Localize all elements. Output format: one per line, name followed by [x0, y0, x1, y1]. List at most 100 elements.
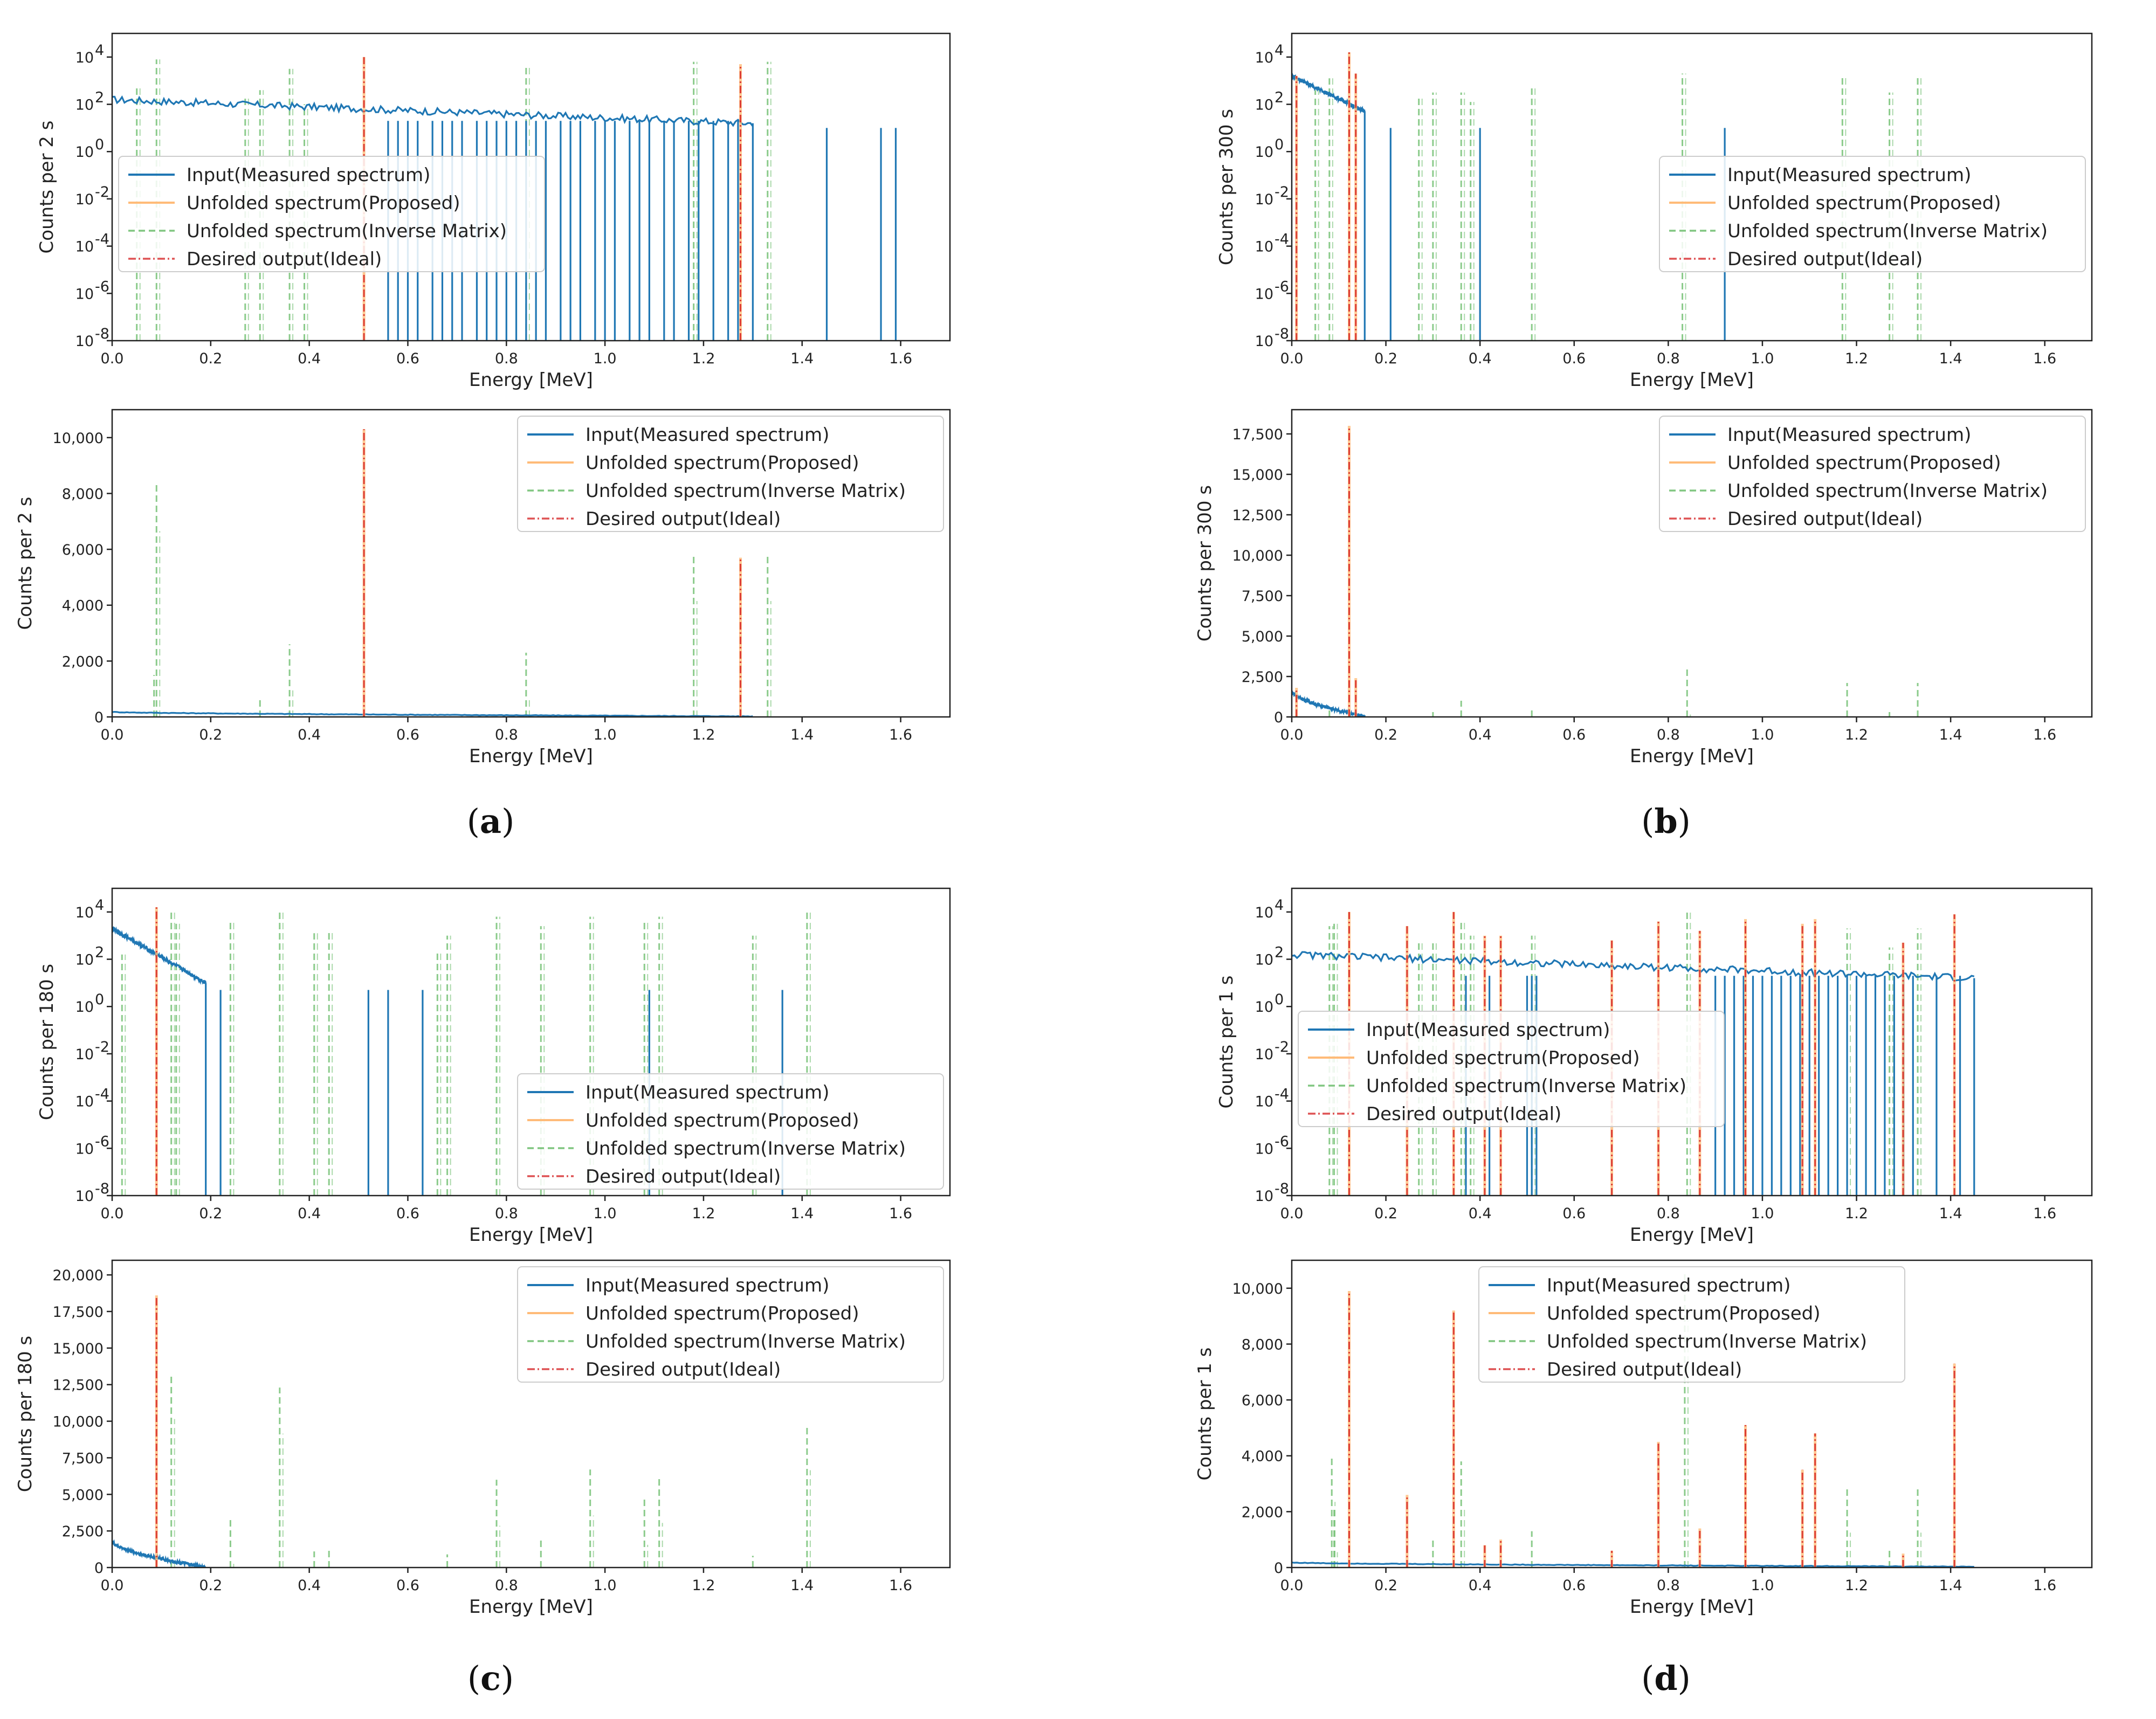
- legend-inverse-label: Unfolded spectrum(Inverse Matrix): [1366, 1075, 1686, 1097]
- chart-a-lin: 0.0 0.2 0.4 0.6 0.8 1.0 1.2 1.4 1.6 0 2,000 4,000 6,…: [15, 409, 951, 767]
- x-tick-label: 0.2: [199, 1205, 222, 1222]
- x-tick-label: 1.2: [692, 350, 715, 367]
- y-tick-label: 10: [75, 1141, 94, 1157]
- legend-inverse-label: Unfolded spectrum(Inverse Matrix): [586, 1331, 906, 1352]
- y-tick-label: 10: [75, 333, 94, 350]
- x-tick-label: 1.0: [594, 350, 617, 367]
- y-tick-exponent: 4: [95, 897, 104, 914]
- x-tick-label: 1.2: [692, 1577, 715, 1594]
- x-tick-label: 1.4: [790, 1577, 814, 1594]
- legend: Input(Measured spectrum) Unfolded spectru…: [1298, 1011, 1725, 1127]
- legend-input-label: Input(Measured spectrum): [586, 1275, 829, 1296]
- y-tick-label: 10: [1255, 1094, 1273, 1110]
- x-tick-label: 1.4: [1939, 1577, 1962, 1594]
- y-tick-exponent: 0: [95, 991, 104, 1008]
- legend-box: [1478, 1266, 1905, 1383]
- y-tick-label: 10: [1255, 1046, 1273, 1063]
- x-tick-label: 0.2: [1374, 727, 1397, 743]
- y-tick-exponent: 2: [95, 89, 104, 106]
- x-tick-label: 0.4: [298, 1577, 321, 1594]
- x-tick-label: 1.4: [1939, 1205, 1962, 1222]
- y-tick-exponent: -4: [1275, 1086, 1289, 1103]
- input-line: [1292, 951, 1975, 982]
- axes-frame: [1291, 32, 2093, 342]
- x-axis-label: Energy [MeV]: [469, 369, 593, 391]
- legend-ideal-label: Desired output(Ideal): [1547, 1359, 1742, 1380]
- y-tick-exponent: -4: [1275, 231, 1289, 248]
- y-tick-label: 10: [1255, 999, 1273, 1016]
- y-tick-label: 10: [75, 144, 94, 161]
- y-tick-exponent: -6: [1275, 1133, 1289, 1150]
- panel-label-a: (a): [467, 802, 515, 841]
- x-tick-label: 0.6: [396, 1205, 419, 1222]
- x-tick-label: 0.8: [1657, 1577, 1680, 1594]
- y-tick-label: 10: [1255, 1188, 1273, 1205]
- y-tick-label: 2,500: [1242, 669, 1283, 686]
- x-tick-label: 0.4: [1469, 1205, 1492, 1222]
- y-tick-label: 17,500: [1232, 426, 1283, 443]
- x-tick-label: 0.6: [1562, 727, 1586, 743]
- legend-inverse-label: Unfolded spectrum(Inverse Matrix): [187, 220, 507, 242]
- legend-ideal-label: Desired output(Ideal): [1366, 1103, 1561, 1125]
- x-tick-label: 0.8: [495, 727, 518, 743]
- legend-proposed-label: Unfolded spectrum(Proposed): [1366, 1047, 1640, 1069]
- y-tick-label: 10,000: [1232, 548, 1283, 564]
- y-tick-label: 10: [1255, 905, 1273, 921]
- y-tick-exponent: -2: [95, 184, 109, 201]
- x-axis-label: Energy [MeV]: [469, 1224, 593, 1246]
- y-tick-label: 12,500: [1232, 507, 1283, 524]
- x-axis-label: Energy [MeV]: [1630, 369, 1754, 391]
- x-tick-label: 0.4: [1469, 727, 1492, 743]
- input-line: [112, 926, 207, 985]
- legend-ideal-label: Desired output(Ideal): [586, 508, 781, 530]
- x-tick-label: 0.2: [1374, 1577, 1397, 1594]
- y-tick-label: 10,000: [53, 430, 104, 447]
- chart-a-log: 0.0 0.2 0.4 0.6 0.8 1.0 1.2 1.4 1.610 -810 -610 -41…: [36, 32, 951, 391]
- x-tick-label: 1.2: [1845, 1205, 1868, 1222]
- x-tick-label: 1.4: [1939, 727, 1962, 743]
- y-tick-label: 7,500: [62, 1450, 104, 1467]
- x-tick-label: 0.6: [396, 1577, 419, 1594]
- y-tick-exponent: -6: [95, 1133, 109, 1150]
- x-tick-label: 1.6: [2033, 727, 2056, 743]
- x-tick-label: 1.6: [2033, 1205, 2056, 1222]
- x-tick-label: 0.4: [1469, 1577, 1492, 1594]
- y-tick-label: 10: [1255, 50, 1273, 66]
- legend-input-label: Input(Measured spectrum): [187, 164, 430, 186]
- axes-frame: [111, 1259, 951, 1569]
- x-tick-label: 0.0: [1280, 727, 1304, 743]
- y-tick-label: 10: [75, 952, 94, 969]
- legend-box: [1659, 156, 2086, 272]
- y-axis-label: Counts per 1 s: [1216, 976, 1237, 1109]
- y-tick-label: 10: [75, 1094, 94, 1110]
- y-tick-exponent: 2: [95, 944, 104, 961]
- y-tick-exponent: -4: [95, 1086, 109, 1103]
- x-tick-label: 0.4: [298, 1205, 321, 1222]
- x-tick-label: 1.6: [889, 350, 912, 367]
- y-tick-label: 10: [1255, 1141, 1273, 1157]
- x-tick-label: 0.2: [199, 727, 222, 743]
- x-tick-label: 1.6: [889, 1205, 912, 1222]
- x-tick-label: 0.2: [199, 350, 222, 367]
- x-tick-label: 0.8: [1657, 350, 1680, 367]
- y-tick-label: 4,000: [62, 598, 104, 615]
- y-tick-exponent: -8: [95, 326, 109, 342]
- y-tick-label: 10,000: [53, 1414, 104, 1431]
- legend-box: [1659, 416, 2086, 532]
- y-tick-label: 0: [94, 709, 104, 726]
- y-tick-label: 10: [1255, 144, 1273, 161]
- x-tick-label: 1.2: [1845, 1577, 1868, 1594]
- y-axis-label: Counts per 2 s: [15, 497, 36, 630]
- legend-ideal-label: Desired output(Ideal): [586, 1166, 781, 1188]
- legend-box: [517, 416, 944, 532]
- x-tick-label: 1.2: [1845, 727, 1868, 743]
- y-tick-exponent: 0: [95, 136, 104, 153]
- x-tick-label: 0.6: [1562, 350, 1586, 367]
- legend-inverse-label: Unfolded spectrum(Inverse Matrix): [1727, 480, 2048, 502]
- y-tick-label: 10: [1255, 191, 1273, 208]
- x-tick-label: 0.8: [1657, 1205, 1680, 1222]
- input-line: [1292, 1562, 1974, 1568]
- x-tick-label: 0.8: [1657, 727, 1680, 743]
- legend-input-label: Input(Measured spectrum): [1727, 424, 1971, 446]
- chart-b-lin: 0.0 0.2 0.4 0.6 0.8 1.0 1.2 1.4 1.6 0 2,500 5,000 7,…: [1194, 409, 2093, 767]
